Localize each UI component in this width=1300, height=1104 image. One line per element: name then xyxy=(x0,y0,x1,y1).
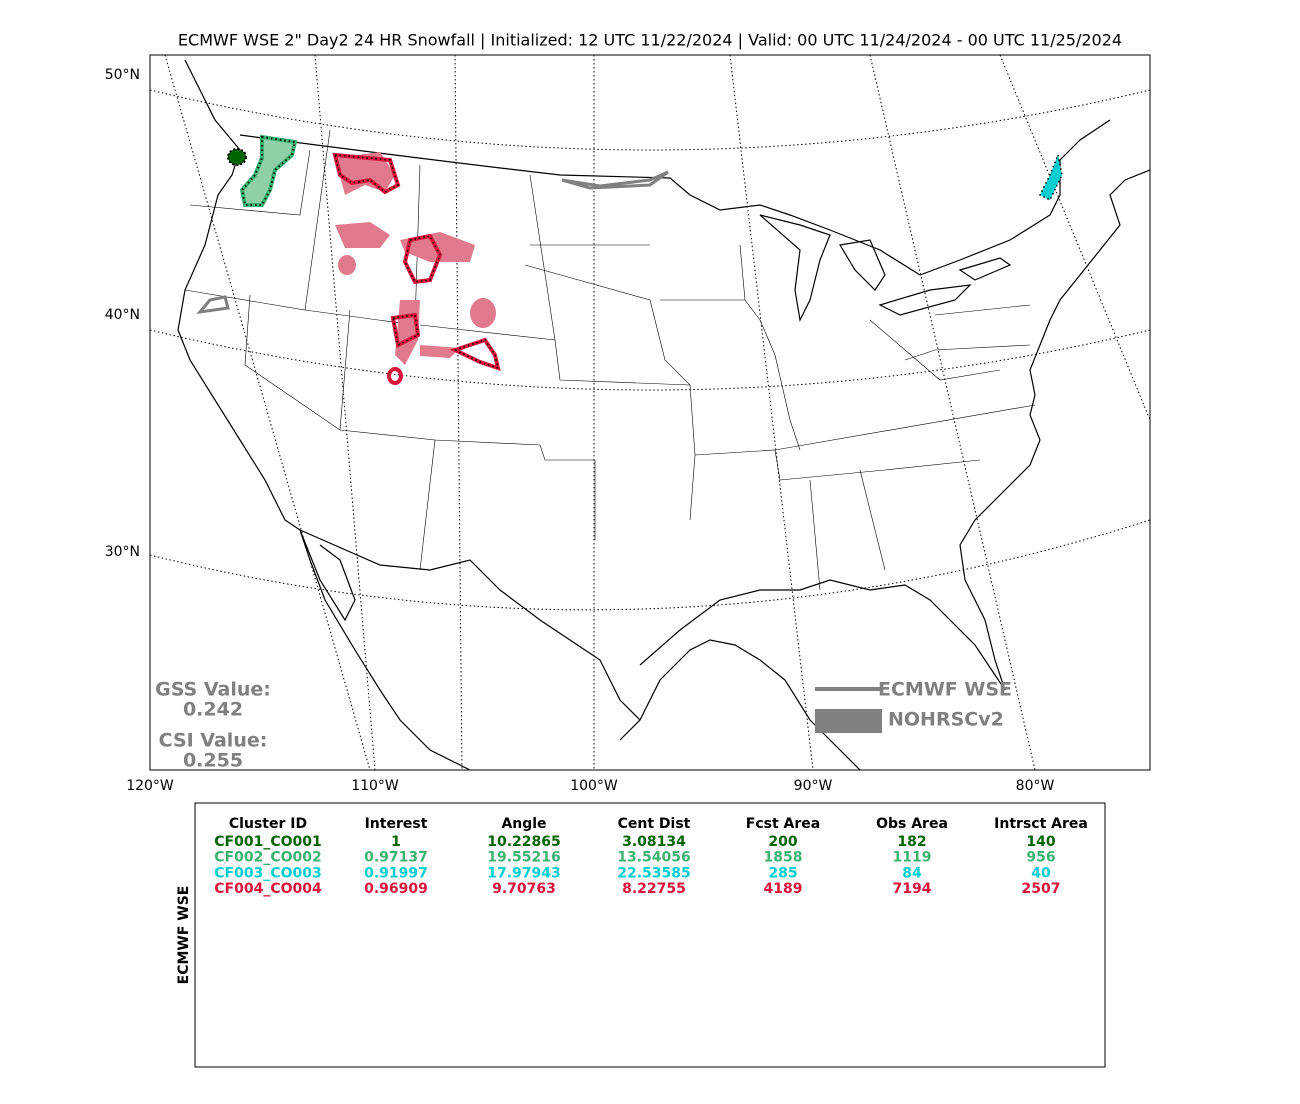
lat-label: 50°N xyxy=(105,67,140,83)
lat-label: 40°N xyxy=(105,307,140,323)
lon-label: 80°W xyxy=(1016,778,1055,794)
table-cell: 182 xyxy=(897,834,926,850)
table-cell: 0.96909 xyxy=(364,881,428,897)
table-cell: 200 xyxy=(768,834,797,850)
lat-label: 30°N xyxy=(105,544,140,560)
cluster-4-obs xyxy=(335,152,496,365)
legend-label: ECMWF WSE xyxy=(878,679,1012,701)
table-cell: 1 xyxy=(391,834,401,850)
graticule xyxy=(150,89,1150,151)
table-cell: 8.22755 xyxy=(622,881,686,897)
table-cell: 10.22865 xyxy=(487,834,561,850)
cluster-3 xyxy=(1038,152,1063,202)
gss-value: 0.242 xyxy=(183,699,243,721)
table-header: Obs Area xyxy=(876,816,948,832)
table-cell: CF004_CO004 xyxy=(214,881,322,897)
table-cell: 40 xyxy=(1031,865,1051,881)
graticule xyxy=(869,55,1036,770)
graticule xyxy=(150,329,1150,391)
graticule xyxy=(729,55,814,770)
table: ECMWF WSE Cluster ID Interest Angle Cent Di… xyxy=(176,802,1106,1068)
table-cell: CF001_CO001 xyxy=(214,834,321,850)
table-cell: 0.97137 xyxy=(364,850,428,866)
table-cell: 1119 xyxy=(893,850,932,866)
table-cell: 3.08134 xyxy=(622,834,686,850)
table-cell: 19.55216 xyxy=(487,850,561,866)
fcst-outline xyxy=(561,170,669,190)
table-header: Intrsct Area xyxy=(994,816,1088,832)
table-cell: 0.91997 xyxy=(364,865,428,881)
lon-label: 120°W xyxy=(126,778,174,794)
fcst-outline xyxy=(196,295,230,315)
csi-label: CSI Value: xyxy=(159,730,268,752)
table-cell: 22.53585 xyxy=(617,865,691,881)
border xyxy=(299,529,641,721)
csi-value: 0.255 xyxy=(183,750,243,772)
border xyxy=(239,119,1111,276)
map-frame xyxy=(149,54,1151,771)
table-cell: 2507 xyxy=(1022,881,1061,897)
table-cell: 1858 xyxy=(764,850,803,866)
graticule xyxy=(150,519,1150,611)
great-lakes xyxy=(759,214,1012,322)
table-header: Angle xyxy=(501,816,546,832)
table-cell: 7194 xyxy=(893,881,932,897)
gss-label: GSS Value: xyxy=(155,679,271,701)
legend-label: NOHRSCv2 xyxy=(888,709,1004,731)
table-cell: 17.97943 xyxy=(487,865,561,881)
cluster-1 xyxy=(227,148,247,166)
table-header: Fcst Area xyxy=(746,816,820,832)
graticule xyxy=(999,55,1150,421)
table-cell: 9.70763 xyxy=(492,881,556,897)
table-cell: 84 xyxy=(902,865,922,881)
table-cell: 956 xyxy=(1026,850,1055,866)
table-header: Cluster ID xyxy=(229,816,307,832)
table-cell: 140 xyxy=(1026,834,1055,850)
cluster-2 xyxy=(239,134,298,207)
table-cell: CF002_CO002 xyxy=(214,850,321,866)
table-side-label: ECMWF WSE xyxy=(176,886,192,985)
lon-label: 110°W xyxy=(351,778,399,794)
title: ECMWF WSE 2" Day2 24 HR Snowfall | Initi… xyxy=(178,31,1122,50)
table-frame xyxy=(194,802,1106,1068)
table-cell: CF003_CO003 xyxy=(214,865,321,881)
table-header: Cent Dist xyxy=(618,816,691,832)
map: 50°N 40°N 30°N 120°W 110°W 100°W 90°W 80… xyxy=(105,54,1151,794)
coastline xyxy=(177,59,1150,770)
cluster-4-edge xyxy=(334,154,500,370)
lon-label: 100°W xyxy=(570,778,618,794)
table-header: Interest xyxy=(365,816,428,832)
table-cell: 13.54056 xyxy=(617,850,691,866)
lon-label: 90°W xyxy=(794,778,833,794)
legend-swatch xyxy=(815,709,882,733)
table-cell: 4189 xyxy=(764,881,803,897)
state-lines xyxy=(184,129,1036,591)
table-cell: 285 xyxy=(768,865,797,881)
